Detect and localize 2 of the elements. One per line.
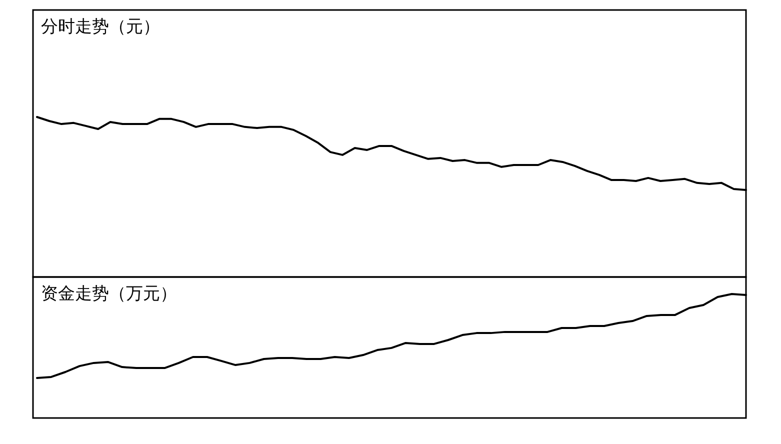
chart-title: 资金走势（万元）: [41, 284, 177, 304]
chart-title: 分时走势（元）: [41, 17, 160, 37]
